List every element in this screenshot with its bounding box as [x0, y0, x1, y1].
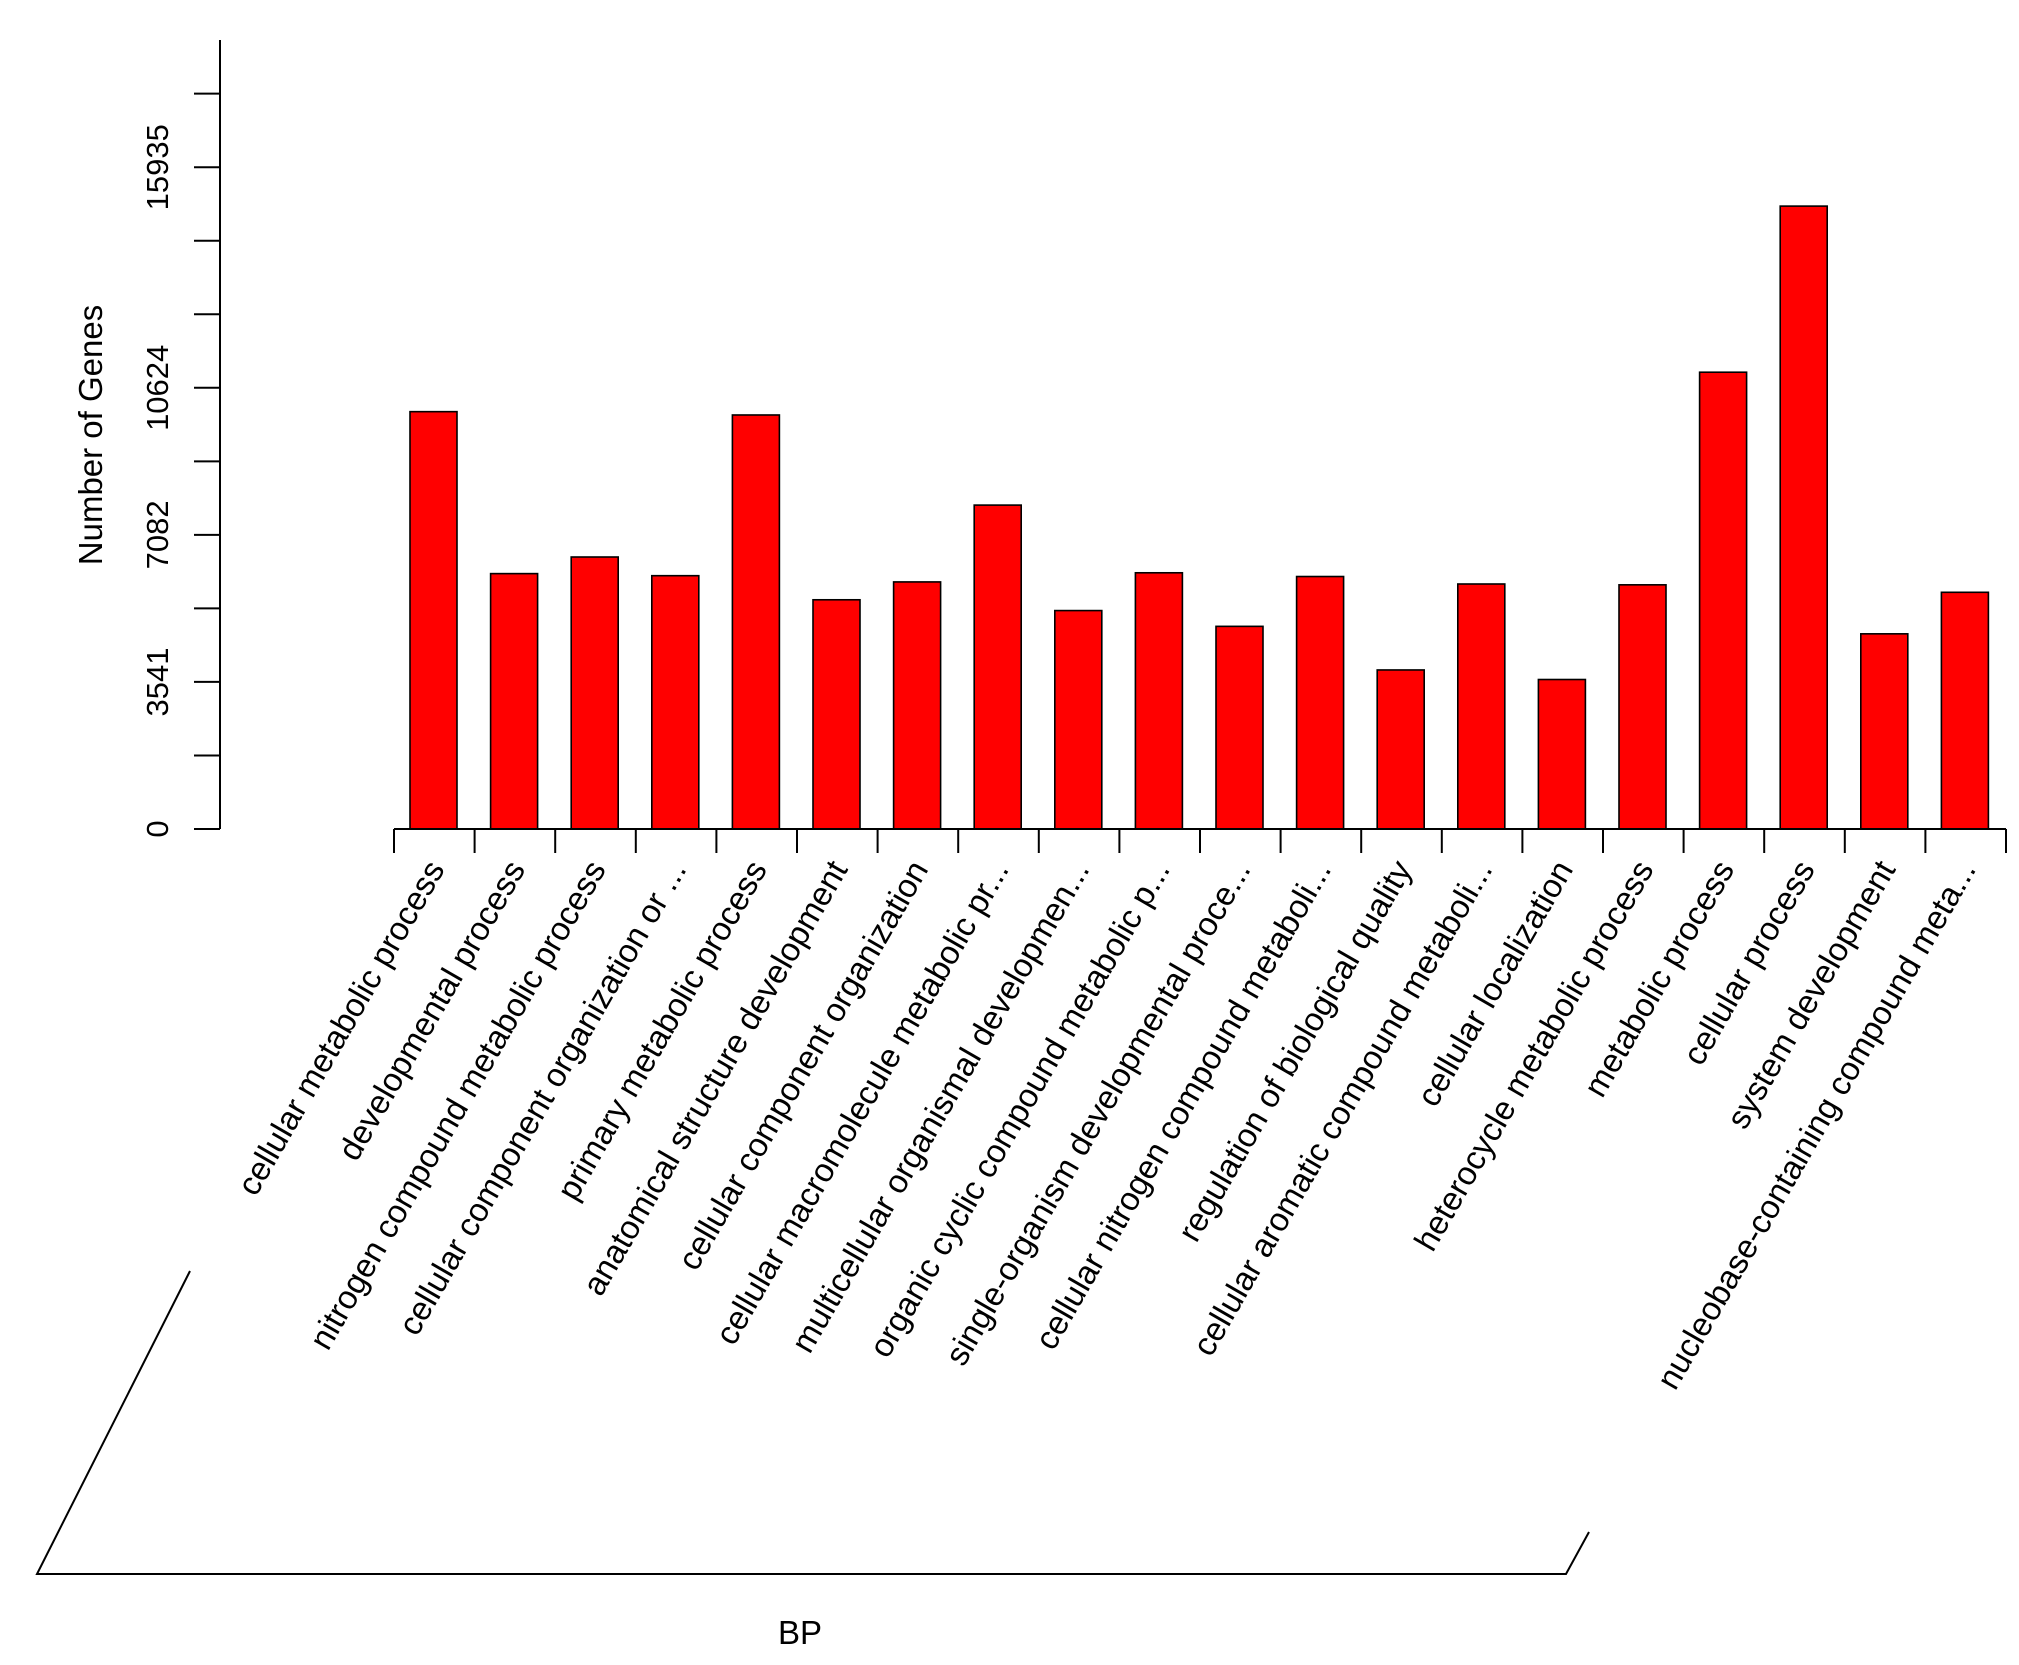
bar [812, 598, 861, 830]
category-bracket-line [35, 1270, 1590, 1575]
y-tick-label: 10624 [140, 345, 175, 431]
category-labels: cellular metabolic processdevelopmental … [230, 854, 1983, 1396]
bar [1134, 571, 1184, 830]
bar [1860, 633, 1909, 830]
bar [1698, 371, 1748, 830]
bar [409, 410, 458, 830]
y-tick-label: 0 [140, 820, 175, 837]
bar [570, 556, 620, 830]
y-tick-label: 7082 [140, 500, 175, 569]
bar [1376, 669, 1425, 830]
bar [1779, 205, 1828, 830]
bar [1537, 678, 1587, 830]
category-label: metabolic process [1576, 854, 1741, 1103]
y-axis: 0 3541 7082 10624 15935 [140, 40, 221, 838]
x-axis [393, 828, 2007, 853]
bar [1295, 575, 1345, 830]
bar [1457, 583, 1506, 830]
x-ticks [393, 829, 2007, 853]
bar [892, 581, 942, 830]
bars [409, 205, 1990, 830]
bar [650, 574, 700, 830]
y-tick-label: 3541 [140, 647, 175, 716]
bar [1054, 609, 1103, 830]
bar [1618, 584, 1667, 830]
bar [731, 414, 781, 830]
bar [1215, 625, 1264, 830]
x-axis-title: BP [778, 1614, 822, 1651]
bar [973, 504, 1023, 830]
bar [489, 572, 539, 830]
bar [1940, 591, 1990, 830]
y-ticks: 0 3541 7082 10624 15935 [140, 92, 220, 838]
category-label: single-organism developmental proce... [938, 854, 1258, 1371]
y-tick-label: 15935 [140, 124, 175, 210]
y-axis-title: Number of Genes [72, 305, 109, 565]
